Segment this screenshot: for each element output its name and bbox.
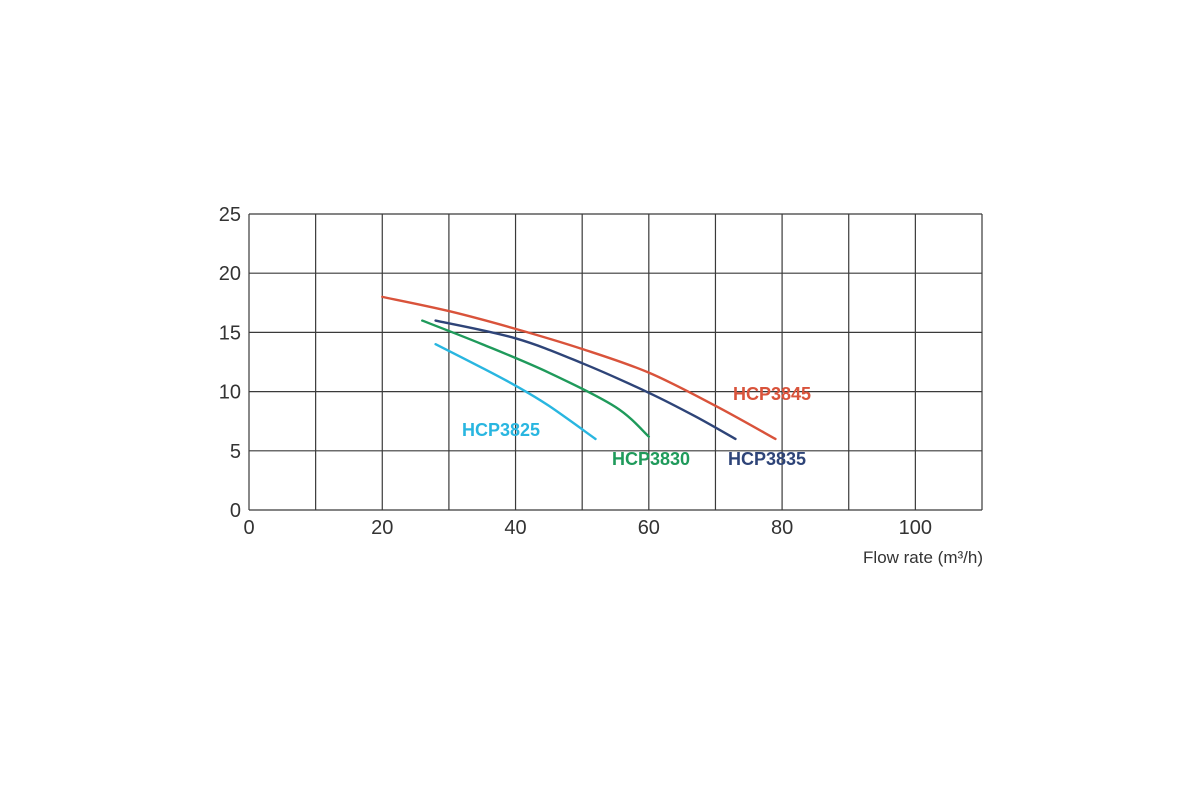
x-tick-label: 60	[638, 517, 660, 539]
series-label-hcp3830: HCP3830	[612, 449, 690, 469]
x-tick-label: 20	[371, 517, 393, 539]
x-tick-label: 100	[899, 517, 932, 539]
tick-labels: 0 20 40 60 80 100 0 5 10 15 20 25	[219, 204, 932, 539]
series-label-hcp3845: HCP3845	[733, 384, 811, 404]
y-tick-label: 25	[219, 204, 241, 226]
y-tick-label: 0	[230, 500, 241, 522]
series-line-hcp3835	[434, 319, 737, 441]
series-line-hcp3845	[381, 295, 777, 441]
x-tick-label: 40	[504, 517, 526, 539]
series-label-hcp3825: HCP3825	[462, 420, 540, 440]
x-axis-title: Flow rate (m³/h)	[863, 548, 983, 567]
series-line-hcp3825	[434, 343, 597, 441]
series-lines	[381, 295, 777, 441]
y-tick-label: 5	[230, 441, 241, 463]
y-tick-label: 10	[219, 382, 241, 404]
series-label-hcp3835: HCP3835	[728, 449, 806, 469]
y-tick-label: 15	[219, 322, 241, 344]
x-tick-label: 80	[771, 517, 793, 539]
x-tick-label: 0	[243, 517, 254, 539]
series-labels: HCP3845 HCP3835 HCP3830 HCP3825	[462, 384, 811, 469]
y-tick-label: 20	[219, 263, 241, 285]
grid	[248, 213, 983, 511]
series-line-hcp3830	[421, 319, 651, 438]
